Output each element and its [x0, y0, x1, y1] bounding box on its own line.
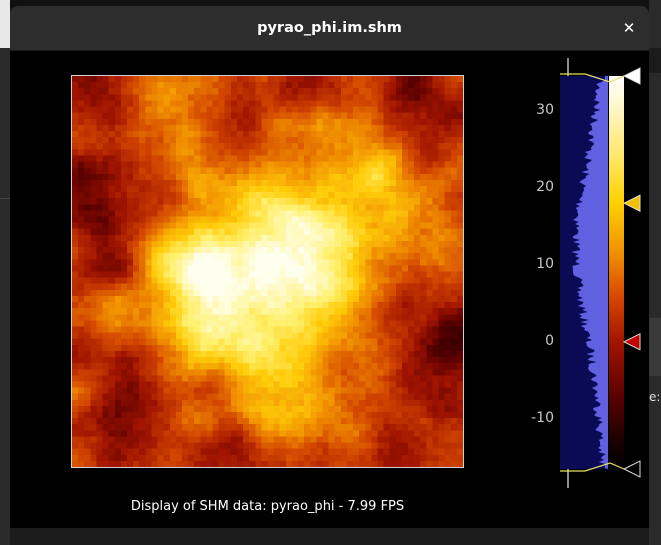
colorbar-tick-label: -10	[531, 409, 554, 426]
colorbar-gradient	[609, 76, 624, 469]
colorbar-tick-label: 0	[545, 332, 554, 349]
shm-viewer-window: pyrao_phi.im.shm ✕ Display of SHM data: …	[10, 6, 649, 528]
background-left-panel	[0, 0, 10, 545]
close-icon: ✕	[622, 19, 636, 37]
background-left-divider	[0, 198, 10, 199]
close-button[interactable]: ✕	[617, 16, 641, 40]
phase-image	[72, 76, 463, 467]
colorbar-midhigh-marker[interactable]	[622, 194, 641, 212]
status-caption: Display of SHM data: pyrao_phi - 7.99 FP…	[130, 499, 405, 514]
window-title: pyrao_phi.im.shm	[257, 20, 402, 36]
histogram-panel	[560, 76, 608, 469]
colorbar-midlow-marker[interactable]	[622, 333, 641, 351]
background-left-header	[0, 0, 10, 48]
background-right-panel	[649, 0, 661, 545]
histogram-shape	[571, 76, 608, 469]
colorbar-tick-label: 20	[536, 178, 554, 195]
shm-image-view[interactable]	[71, 75, 464, 468]
background-right-block	[649, 318, 661, 376]
colorbar-tick-label: 10	[536, 255, 554, 272]
title-bar[interactable]: pyrao_phi.im.shm ✕	[10, 6, 649, 51]
background-bottom-strip	[10, 528, 649, 545]
colorbar-tick-label: 30	[536, 101, 554, 118]
background-right-text: e:	[649, 390, 661, 404]
background-right-block	[649, 48, 661, 73]
colorbar-max-marker[interactable]	[622, 67, 641, 85]
colorbar-min-marker[interactable]	[622, 460, 641, 478]
